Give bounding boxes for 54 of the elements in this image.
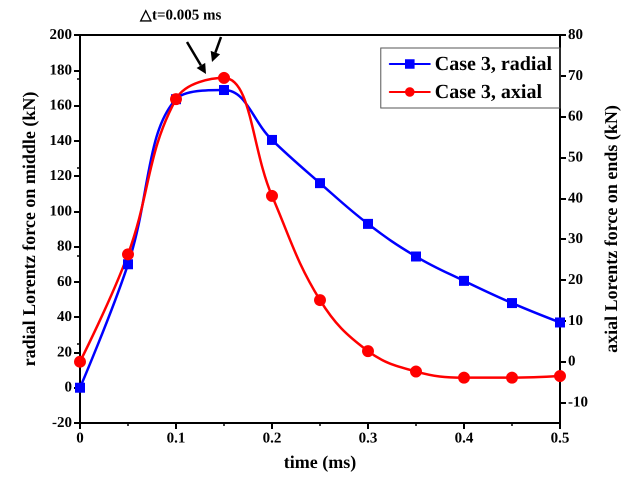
y2-tick-label: 80 <box>568 27 583 43</box>
point <box>459 276 469 286</box>
legend-label: Case 3, axial <box>434 81 542 103</box>
point <box>267 134 277 145</box>
y2-tick-label: 70 <box>568 68 583 84</box>
x-tick-label: 0.2 <box>262 430 282 446</box>
y2-tick-label: -10 <box>568 394 588 411</box>
x-tick-label: 0.3 <box>358 430 378 446</box>
y2-tick-label: 50 <box>568 150 583 166</box>
point <box>555 317 565 328</box>
y2-tick-label: 20 <box>568 272 583 288</box>
y2-tick-label: 60 <box>568 108 583 125</box>
point <box>507 298 517 308</box>
point <box>314 294 326 306</box>
y-tick-label: 0 <box>64 380 72 396</box>
y-tick-label: 100 <box>50 203 72 220</box>
point <box>219 85 229 96</box>
point <box>554 370 566 382</box>
point <box>458 372 470 384</box>
y2-tick-label: 40 <box>568 190 583 206</box>
point <box>362 345 374 358</box>
point <box>74 356 86 368</box>
text: △t=0.005 ms <box>139 8 222 24</box>
x-axis-title: time (ms) <box>284 452 356 472</box>
y-tick-label: 140 <box>50 132 72 149</box>
y-tick-label: 160 <box>50 98 72 114</box>
point <box>75 382 85 393</box>
point <box>315 178 325 188</box>
y-tick-label: 60 <box>57 274 72 290</box>
point <box>266 190 278 202</box>
y-axis-title: radial Lorentz force on middle (kN) <box>19 92 39 366</box>
y-tick-label: -20 <box>52 415 72 431</box>
point <box>411 252 421 262</box>
y-tick-label: 40 <box>57 309 72 326</box>
point <box>123 259 133 270</box>
y-tick-label: 120 <box>50 168 72 184</box>
y2-tick-label: 10 <box>568 312 583 329</box>
y2-tick-label: 30 <box>568 231 583 248</box>
x-tick-label: 0.1 <box>166 430 186 446</box>
y2-axis-title: axial Lorentz force on ends (kN) <box>601 105 621 353</box>
y2-tick-label: 0 <box>568 354 576 370</box>
y-tick-label: 200 <box>50 27 72 43</box>
point <box>410 366 422 378</box>
legend-label: Case 3, radial <box>434 53 552 75</box>
x-tick-label: 0 <box>76 430 84 446</box>
x-tick-label: 0.5 <box>550 430 570 446</box>
point <box>122 248 134 260</box>
y-tick-label: 20 <box>57 344 72 360</box>
y-tick-label: 80 <box>57 238 72 255</box>
y-tick-label: 180 <box>50 62 72 78</box>
point <box>218 72 230 84</box>
x-tick-label: 0.4 <box>454 430 474 446</box>
point <box>506 372 518 384</box>
point <box>363 218 373 229</box>
